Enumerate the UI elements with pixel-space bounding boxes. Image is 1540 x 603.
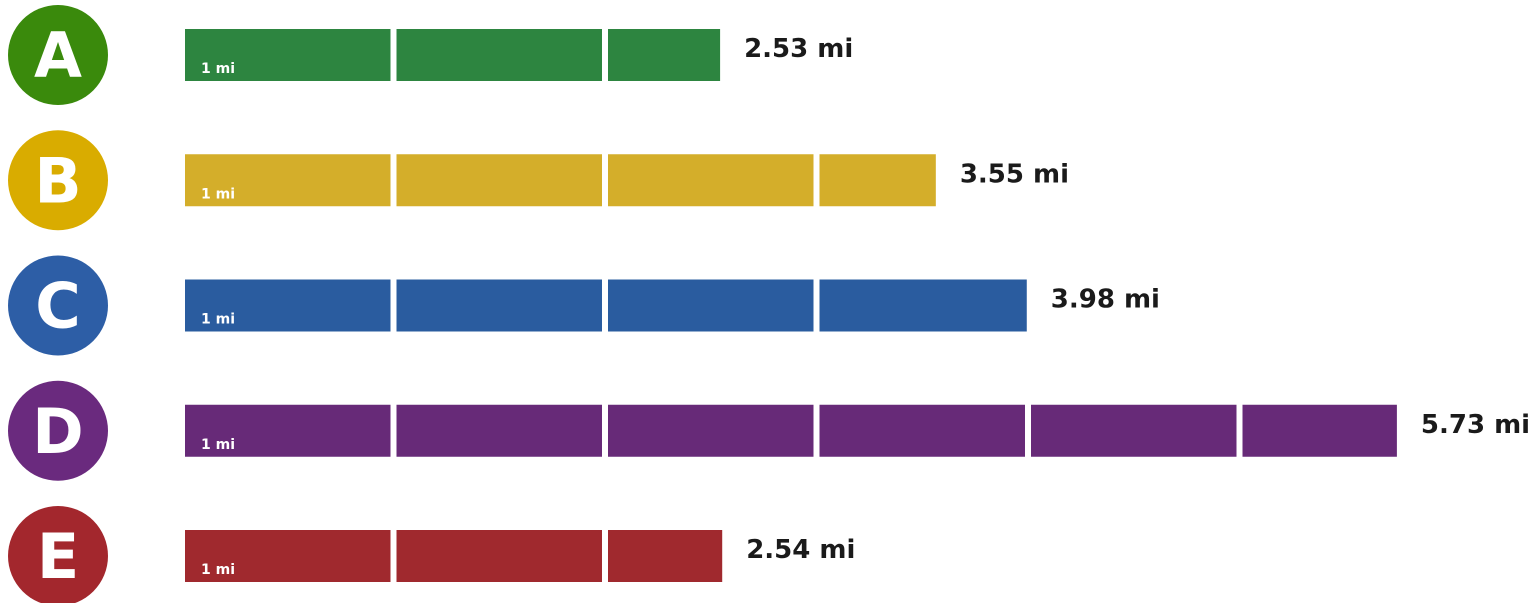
segment-label-d: 1 mi [201,437,235,453]
route-badge-a [8,5,108,105]
bar-segment-d-1 [185,404,391,457]
bar-segment-d-5 [1031,404,1237,457]
route-badge-e [8,506,108,603]
bar-segment-b-2 [396,154,602,207]
bar-segment-a-3 [608,29,721,81]
bar-segment-a-1 [185,29,391,81]
route-letter-e: E [37,520,79,593]
bar-segment-d-6 [1242,404,1397,457]
bar-segment-c-1 [185,279,391,332]
bar-segment-c-2 [396,279,602,332]
segment-label-c: 1 mi [201,312,235,328]
distance-label-b: 3.55 mi [960,159,1069,189]
bar-segment-b-1 [185,154,391,207]
route-letter-d: D [32,395,83,468]
route-badge-b [8,130,108,231]
bar-segment-b-4 [819,154,936,207]
distance-label-e: 2.54 mi [746,535,855,565]
bar-segment-e-1 [185,530,391,582]
bar-segment-c-3 [608,279,814,332]
distance-label-a: 2.53 mi [744,34,853,64]
bar-segment-a-2 [396,29,602,81]
segment-label-a: 1 mi [201,61,235,77]
bar-segment-b-3 [608,154,814,207]
bar-segment-d-3 [608,404,814,457]
segment-label-b: 1 mi [201,186,235,202]
distance-label-c: 3.98 mi [1051,285,1160,315]
bar-segment-d-2 [396,404,602,457]
route-letter-c: C [35,270,81,343]
bar-segment-c-4 [819,279,1027,332]
bar-segment-e-2 [396,530,602,582]
route-badge-d [8,380,108,481]
distance-label-d: 5.73 mi [1421,410,1530,440]
bar-segment-d-4 [819,404,1025,457]
route-badge-c [8,255,108,356]
route-letter-a: A [34,19,82,92]
route-letter-b: B [34,144,81,217]
segment-label-e: 1 mi [201,562,235,578]
bar-segment-e-3 [608,530,723,582]
